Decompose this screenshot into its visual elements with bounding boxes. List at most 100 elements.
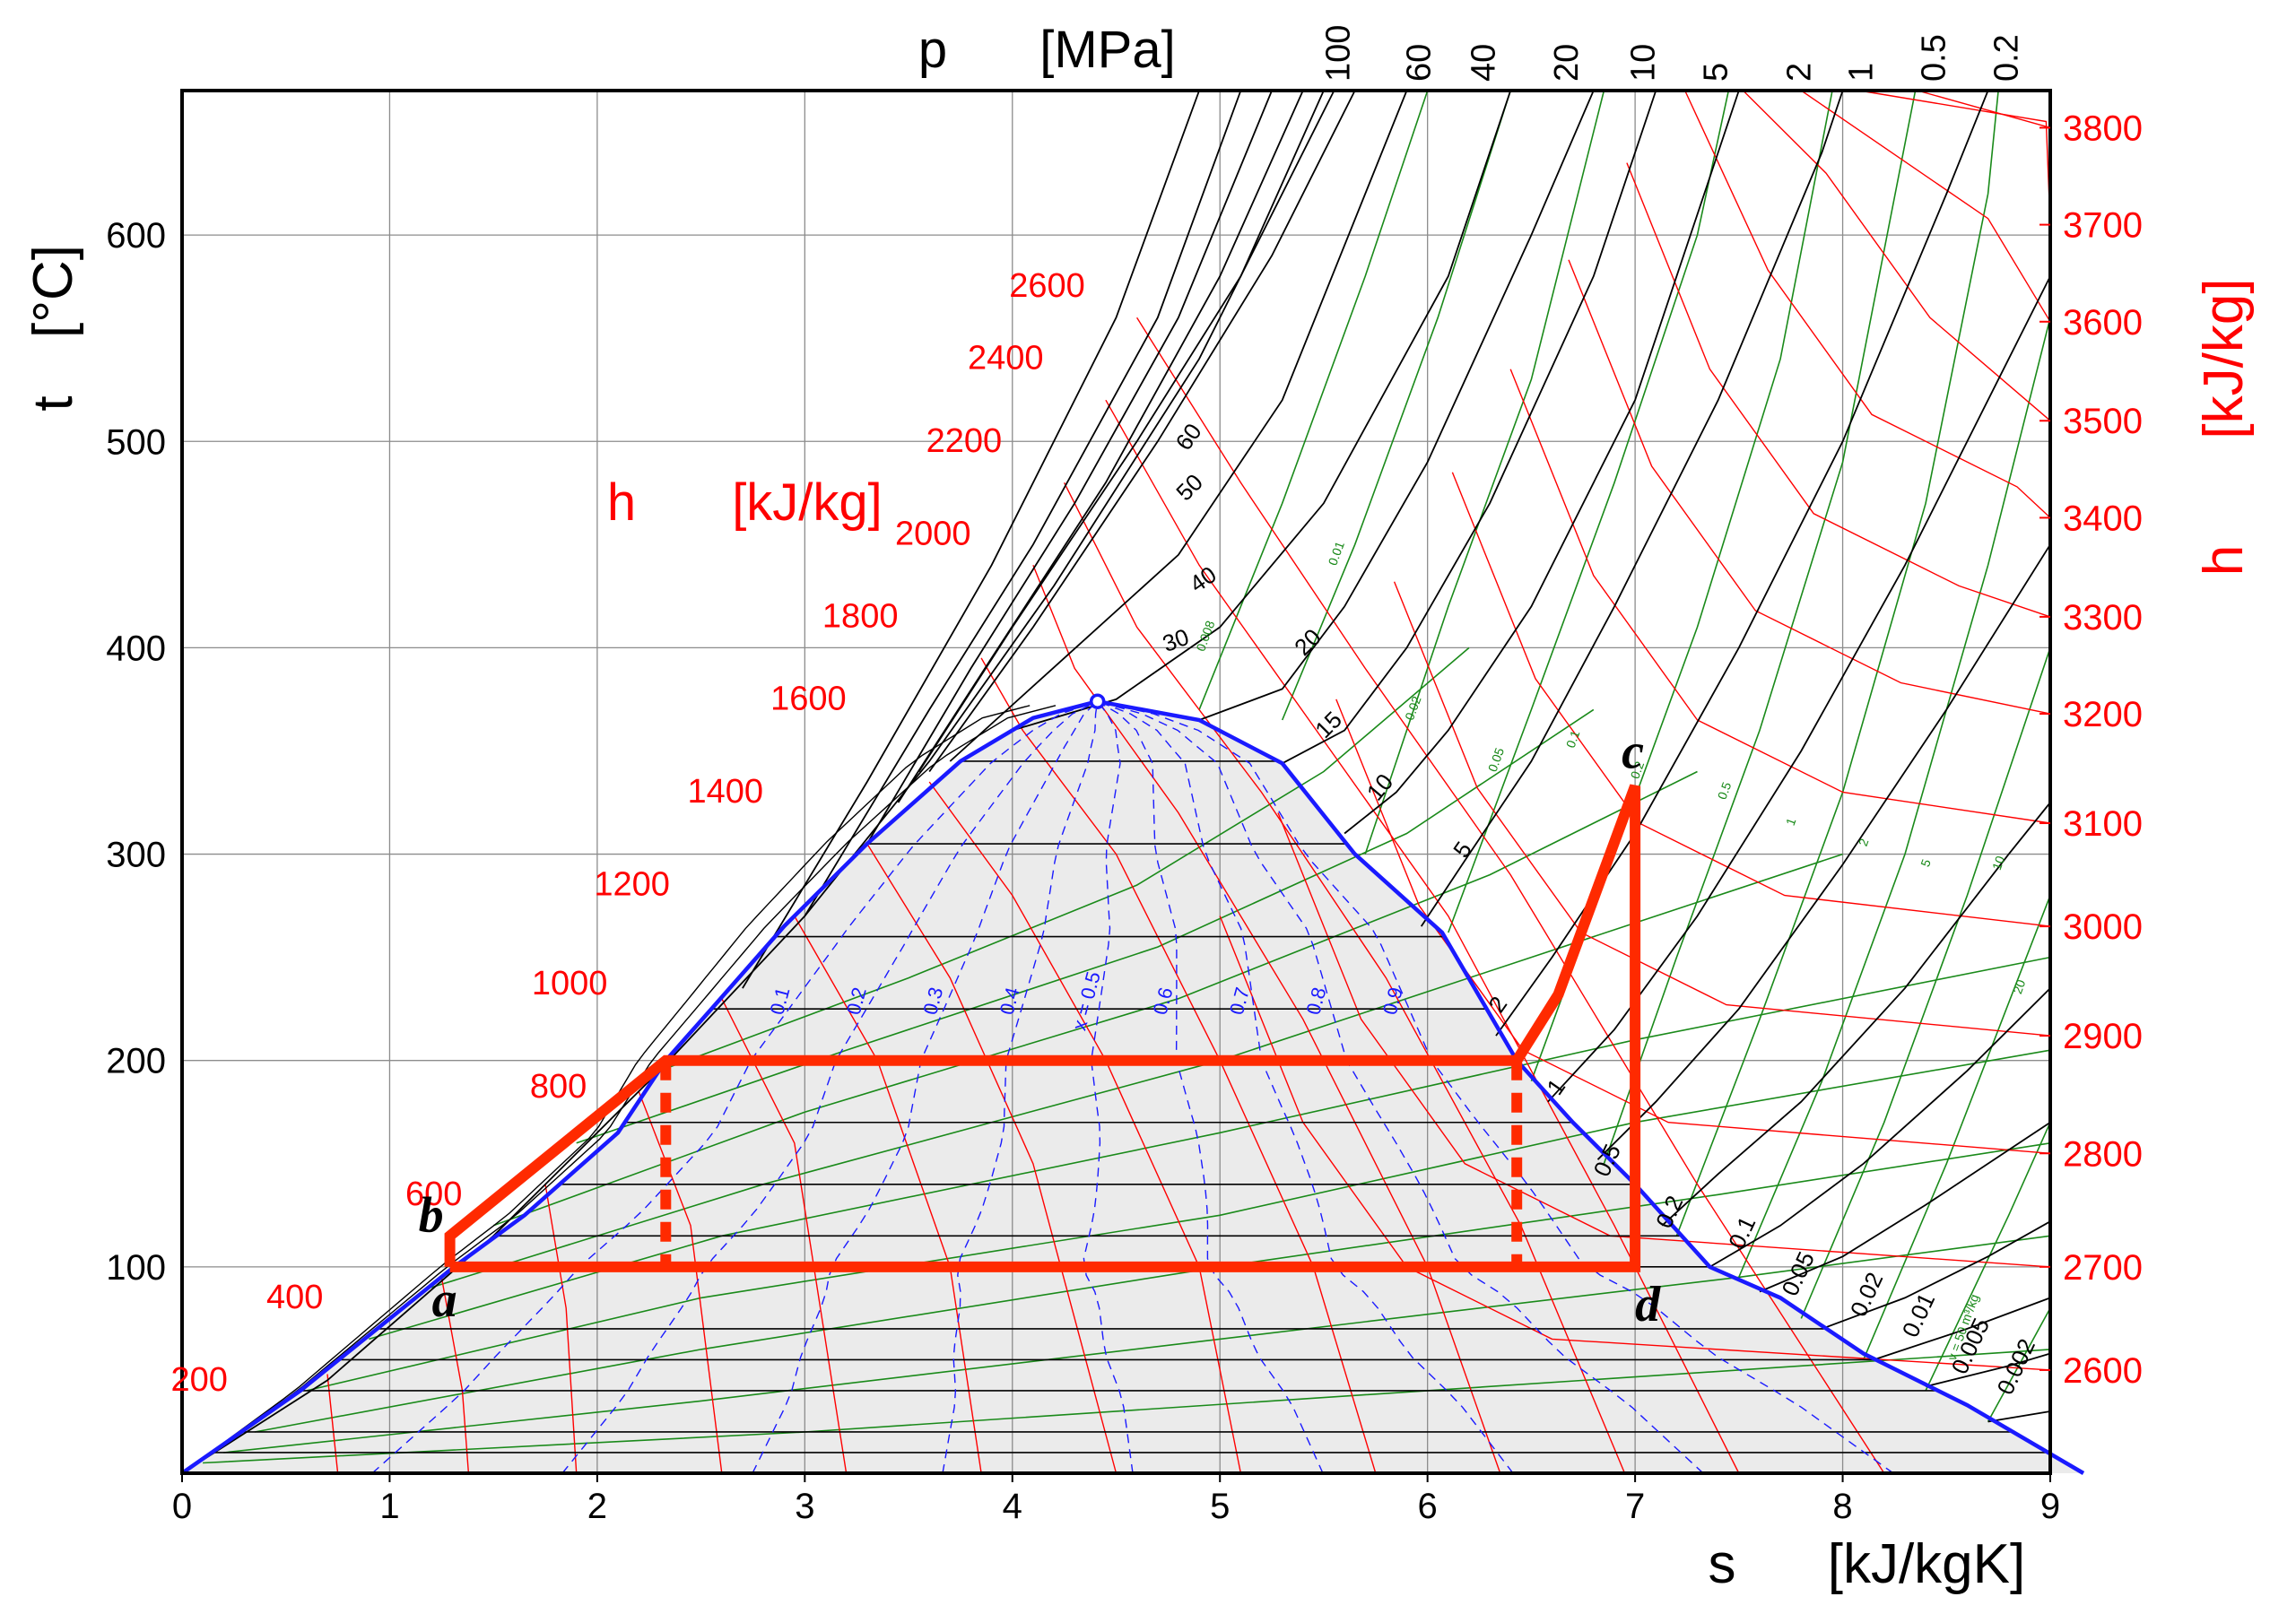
x-tick-label: 7 [1625, 1487, 1645, 1526]
y-tick-label: 100 [106, 1248, 166, 1288]
specific-volume-line [1281, 90, 1511, 721]
quality-line [561, 700, 1099, 1474]
cycle-point-label-c: c [1622, 725, 1644, 780]
y-axis-symbol: t [22, 395, 84, 411]
quality-line [752, 700, 1099, 1474]
isobar-line [1198, 90, 1595, 721]
quality-line [1097, 700, 1704, 1474]
isobar-line [1759, 1121, 2051, 1293]
isobar-line [1596, 543, 2051, 1160]
enthalpy-title-symbol: h [607, 473, 636, 532]
h-tick-label: 3800 [2063, 108, 2143, 148]
specific-volume-line [1675, 90, 1999, 1237]
specific-volume-line [492, 770, 1698, 1227]
specific-volume-line [1364, 90, 1605, 855]
h-tick-label: 3300 [2063, 598, 2143, 638]
isobar-line [928, 90, 1356, 773]
y-tick-label: 400 [106, 629, 166, 668]
enthalpy-curve-label: 2600 [1009, 267, 1085, 305]
enthalpy-line [544, 1184, 578, 1474]
enthalpy-line [1743, 90, 2051, 421]
y-axis-unit: [°C] [22, 245, 84, 338]
quality-line [942, 701, 1099, 1474]
enthalpy-curve-label: 200 [171, 1361, 228, 1399]
isobar-line [1987, 1410, 2051, 1423]
isobar-liquid [181, 705, 1031, 1474]
cycle-point-label-b: b [419, 1187, 444, 1243]
isobar-line [1495, 90, 1989, 1037]
enthalpy-curve-label: 800 [530, 1068, 587, 1106]
x-tick-label: 1 [379, 1487, 399, 1526]
isobar-line [1709, 987, 2051, 1268]
isobar-line [866, 90, 1273, 845]
h-tick-label: 3100 [2063, 804, 2143, 844]
isobar-line [1344, 90, 1740, 835]
isobar-line [1661, 802, 2051, 1227]
isobar-line [918, 90, 1325, 772]
h-axis-unit: [kJ/kg] [2193, 278, 2255, 438]
quality-line [1097, 700, 1894, 1474]
h-tick-label: 3200 [2063, 695, 2143, 734]
pressure-label: 0.2 [1988, 34, 2026, 82]
quality-line [371, 700, 1098, 1474]
enthalpy-title-unit: [kJ/kg] [732, 473, 883, 532]
enthalpy-line [1626, 162, 2051, 618]
enthalpy-line [794, 915, 982, 1474]
quality-line [1097, 700, 1514, 1474]
enthalpy-curve-label: 400 [266, 1279, 323, 1316]
y-tick-label: 300 [106, 836, 166, 875]
h-tick-label: 3400 [2063, 499, 2143, 538]
specific-volume-line [223, 1235, 2051, 1453]
pressure-label: 10 [1625, 44, 1663, 82]
h-tick-label: 2600 [2063, 1351, 2143, 1391]
y-tick-label: 600 [106, 216, 166, 256]
x-tick-label: 5 [1210, 1487, 1230, 1526]
saturation-curve [180, 699, 2085, 1475]
enthalpy-line [1684, 90, 2051, 518]
specific-volume-label: 0.2 [1628, 759, 1648, 781]
pressure-label: 1 [1843, 63, 1881, 82]
enthalpy-curve-label: 2200 [926, 422, 1003, 460]
h-axis-symbol: h [2193, 545, 2255, 576]
enthalpy-curve-label: 1200 [594, 866, 670, 904]
isobar-line [949, 90, 1408, 762]
x-tick-label: 2 [587, 1487, 607, 1526]
enthalpy-curve-label: 2400 [968, 340, 1044, 377]
x-tick-label: 8 [1832, 1487, 1852, 1526]
cycle-path [444, 784, 1641, 1272]
specific-volume-line [1925, 1122, 2051, 1392]
h-tick-label: 2800 [2063, 1134, 2143, 1174]
specific-volume-line [1800, 647, 2051, 1319]
pressure-label: 5 [1698, 63, 1735, 82]
h-tick-label: 3600 [2063, 303, 2143, 343]
h-tick-label: 2700 [2063, 1248, 2143, 1288]
isobar-line [1282, 90, 1657, 765]
quality-line [1083, 700, 1134, 1474]
enthalpy-line [1136, 317, 1885, 1474]
pressure-label: 40 [1465, 44, 1502, 82]
enthalpy-curve-label: 1000 [532, 965, 608, 1002]
x-tick-label: 6 [1418, 1487, 1438, 1526]
specific-volume-label: 0.5 [1715, 780, 1735, 802]
enthalpy-curve-label: 1400 [687, 773, 763, 811]
isobar-line [742, 90, 1200, 989]
enthalpy-curve-label: 600 [405, 1176, 462, 1213]
enthalpy-line [1509, 369, 2051, 824]
specific-volume-label: 10 [1989, 854, 2007, 872]
critical-point-marker [1089, 693, 1106, 709]
x-tick-label: 0 [172, 1487, 192, 1526]
specific-volume-line [1448, 90, 1730, 933]
enthalpy-line [1032, 565, 1501, 1474]
isobar-line [1925, 1352, 2051, 1388]
enthalpy-line [721, 998, 848, 1474]
isobar-line [804, 90, 1242, 917]
enthalpy-curve-label: 1600 [770, 680, 847, 717]
h-tick-label: 2900 [2063, 1017, 2143, 1056]
isobar-line [1874, 1297, 2051, 1361]
isobar-line [1547, 275, 2051, 1103]
specific-volume-line [576, 708, 1595, 1144]
enthalpy-line [1277, 812, 2051, 1268]
specific-volume-line [1603, 90, 1917, 1165]
isobar-line [1420, 90, 1844, 927]
